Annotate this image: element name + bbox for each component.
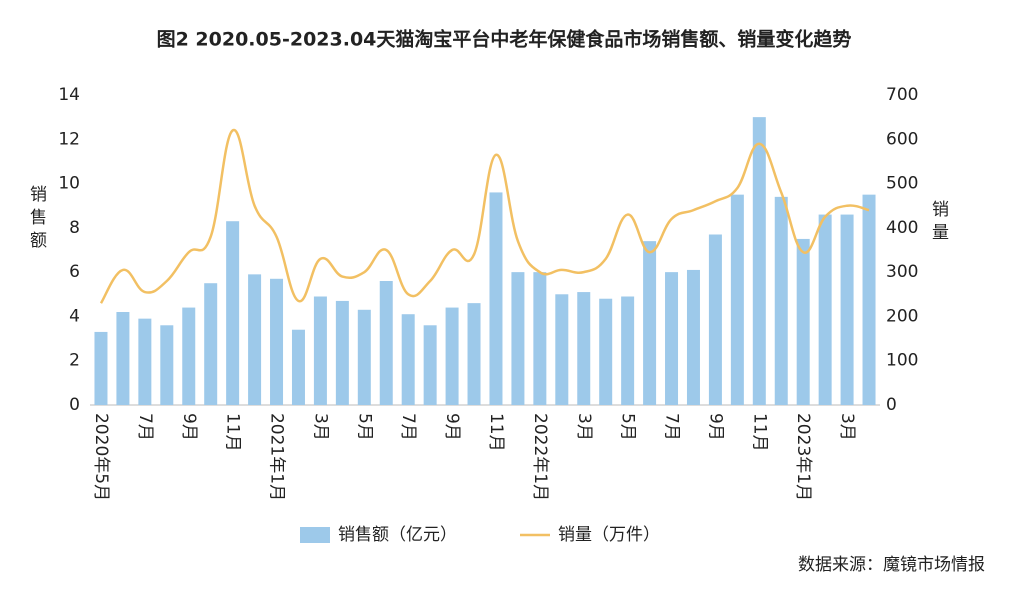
y-tick-label: 12 — [58, 129, 80, 149]
y-tick-label: 2 — [69, 351, 80, 371]
y-axis-label: 销售额 — [26, 185, 46, 254]
y2-tick-label: 400 — [886, 218, 918, 238]
source: 数据来源：魔镜市场情报 — [798, 555, 985, 575]
bar — [665, 272, 679, 405]
bar — [577, 292, 591, 405]
bar — [379, 281, 393, 405]
bar — [862, 194, 876, 405]
bar — [423, 325, 437, 405]
x-tick-label: 9月 — [705, 413, 725, 441]
x-tick-label: 11月 — [486, 413, 506, 452]
bar — [643, 241, 657, 405]
bar — [555, 294, 569, 405]
bar — [599, 298, 613, 405]
y2-tick-label: 300 — [886, 262, 918, 282]
legend-swatch — [300, 527, 330, 543]
bar — [818, 214, 832, 405]
bar — [445, 307, 459, 405]
x-tick-label: 11月 — [223, 413, 243, 452]
x-tick-label: 5月 — [618, 413, 638, 441]
bar — [270, 278, 284, 405]
legend-label: 销量（万件） — [558, 525, 660, 545]
bar — [796, 238, 810, 405]
bar — [357, 309, 371, 405]
y-tick-label: 10 — [58, 174, 80, 194]
bar — [686, 269, 700, 405]
y-tick-label: 4 — [69, 306, 80, 326]
bar — [94, 331, 108, 405]
x-tick-label: 5月 — [354, 413, 374, 441]
y2-tick-label: 100 — [886, 351, 918, 371]
chart-title: 图2 2020.05-2023.04天猫淘宝平台中老年保健食品市场销售额、销量变… — [157, 28, 852, 51]
x-tick-label: 3月 — [310, 413, 330, 441]
bar — [291, 329, 305, 405]
y-tick-label: 0 — [69, 395, 80, 415]
bar — [182, 307, 196, 405]
x-tick-label: 7月 — [662, 413, 682, 441]
bar — [489, 192, 503, 405]
bar — [160, 325, 174, 405]
y2-tick-label: 700 — [886, 85, 918, 105]
bar — [774, 196, 788, 405]
y2-tick-label: 500 — [886, 174, 918, 194]
x-tick-label: 3月 — [574, 413, 594, 441]
bar — [248, 274, 262, 405]
x-tick-label: 7月 — [398, 413, 418, 441]
bar — [533, 272, 547, 405]
bar — [511, 272, 525, 405]
bar — [840, 214, 854, 405]
bar — [401, 314, 415, 405]
x-tick-label: 9月 — [179, 413, 199, 441]
bar — [138, 318, 152, 405]
y2-tick-label: 0 — [886, 395, 897, 415]
x-tick-label: 2023年1月 — [793, 413, 813, 501]
x-tick-label: 7月 — [135, 413, 155, 441]
bar — [752, 117, 766, 406]
line — [99, 129, 870, 304]
y-tick-label: 8 — [69, 218, 80, 238]
x-tick-label: 2021年1月 — [267, 413, 287, 501]
y-tick-label: 14 — [58, 85, 80, 105]
bar — [621, 296, 635, 405]
y2-axis-label: 销量 — [928, 200, 948, 246]
bar — [467, 303, 481, 405]
bar — [313, 296, 327, 405]
x-tick-label: 3月 — [837, 413, 857, 441]
bar — [116, 312, 130, 405]
x-tick-label: 11月 — [749, 413, 769, 452]
legend-label: 销售额（亿元） — [338, 525, 457, 545]
bar — [204, 283, 218, 405]
y-tick-label: 6 — [69, 262, 80, 282]
x-tick-label: 2022年1月 — [530, 413, 550, 501]
x-tick-label: 2020年5月 — [91, 413, 111, 501]
bar — [708, 234, 722, 405]
bar — [226, 221, 240, 405]
y2-tick-label: 200 — [886, 306, 918, 326]
bar — [335, 300, 349, 405]
bar — [730, 194, 744, 405]
y2-tick-label: 600 — [886, 129, 918, 149]
x-tick-label: 9月 — [442, 413, 462, 441]
